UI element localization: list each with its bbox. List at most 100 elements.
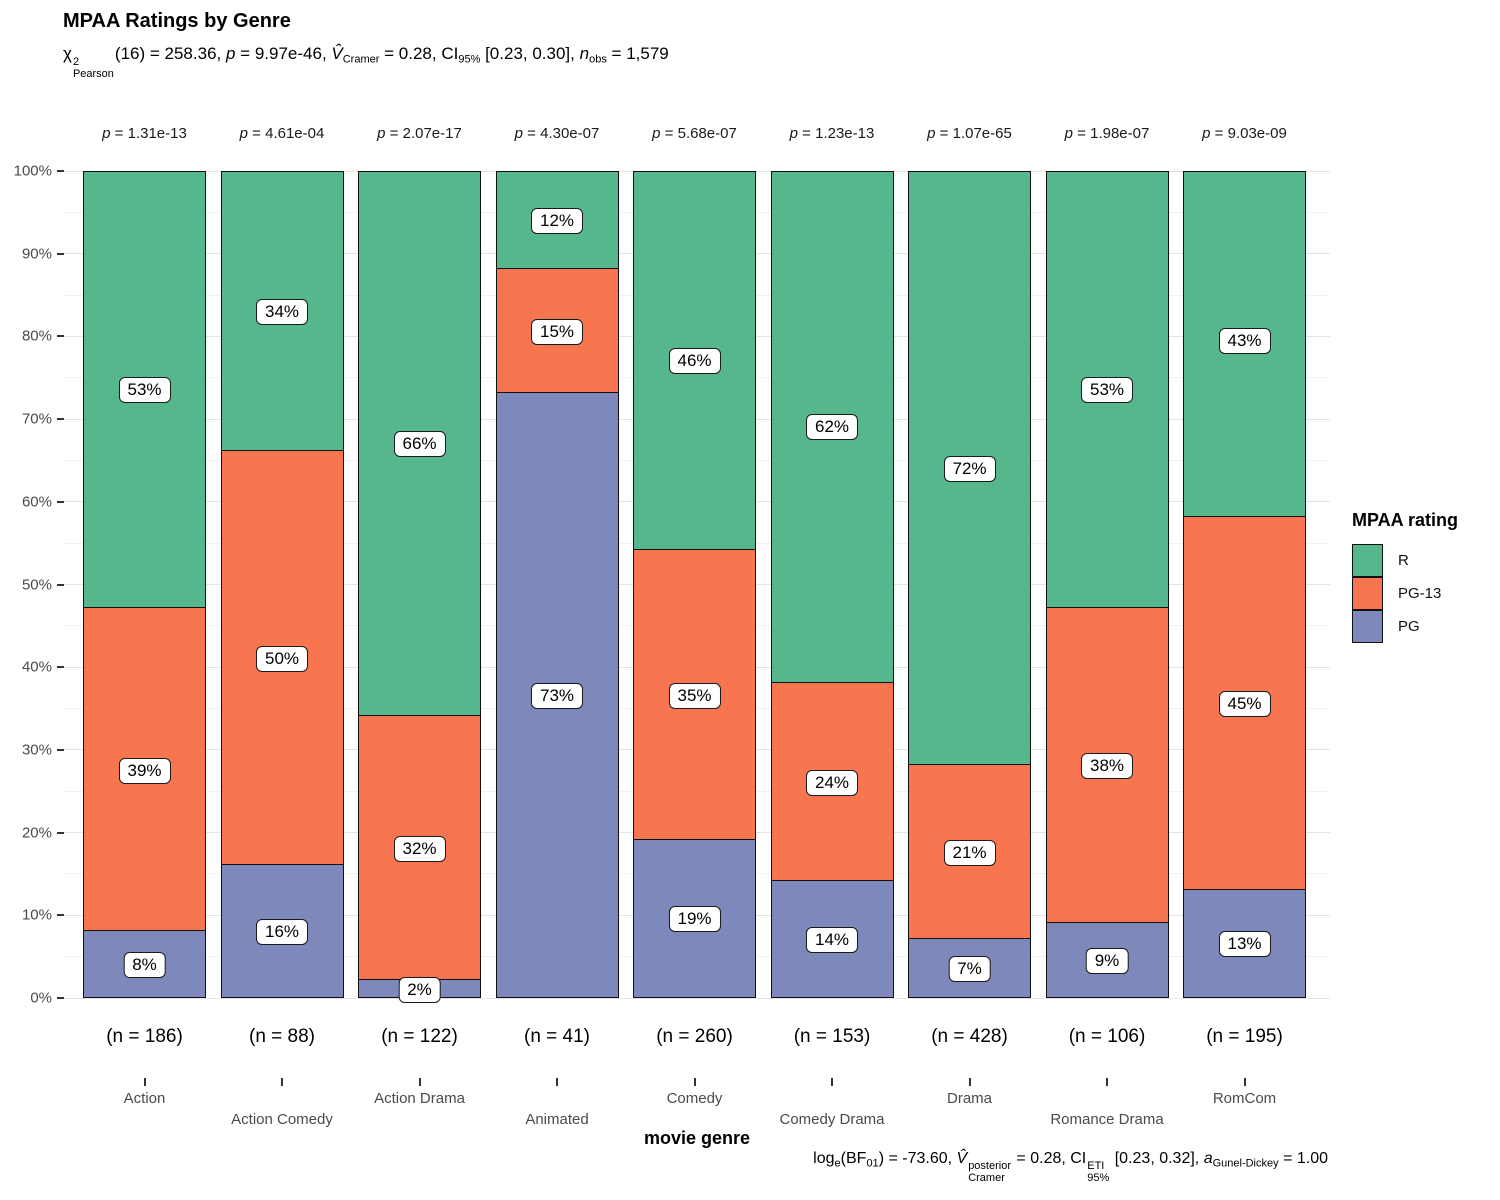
- bar-drama: [908, 171, 1031, 998]
- y-tick-mark: [57, 252, 64, 255]
- segment-label: 38%: [1080, 753, 1134, 780]
- x-tick-label: Animated: [525, 1111, 589, 1128]
- x-tick-mark: [1106, 1078, 1108, 1086]
- p-value-label: p = 1.31e-13: [102, 125, 187, 142]
- x-axis-title: movie genre: [643, 1128, 751, 1148]
- y-tick-mark: [57, 335, 64, 338]
- sample-size-label: (n = 260): [656, 1026, 733, 1047]
- segment-label: 9%: [1085, 947, 1129, 974]
- segment-label: 12%: [530, 207, 584, 234]
- p-value-label: p = 5.68e-07: [652, 125, 737, 142]
- sample-size-label: (n = 88): [248, 1026, 316, 1047]
- x-tick-label: Action Drama: [374, 1090, 465, 1107]
- y-tick-label: 50%: [21, 576, 52, 593]
- y-tick-mark: [57, 170, 64, 172]
- x-tick-label: Drama: [946, 1090, 993, 1107]
- y-tick-label: 0%: [30, 989, 52, 1007]
- y-tick-label: 80%: [21, 327, 52, 345]
- bar-action-comedy: [220, 171, 344, 998]
- p-value-label: p = 1.23e-13: [789, 125, 875, 142]
- y-tick-mark: [57, 997, 64, 999]
- legend-label: R: [1398, 552, 1409, 569]
- bar-romance-drama: [1045, 171, 1169, 998]
- segment-label: 19%: [668, 906, 721, 933]
- sample-size-label: (n = 41): [523, 1026, 591, 1047]
- bar-action-drama: [358, 171, 481, 998]
- legend-items: R PG-13 PG: [1352, 544, 1458, 643]
- x-tick-mark: [968, 1078, 971, 1086]
- legend-item-pg: PG: [1352, 610, 1458, 643]
- sample-size-label: (n = 186): [106, 1026, 183, 1047]
- sample-size-label: (n = 106): [1068, 1026, 1146, 1047]
- legend-swatch: [1352, 544, 1383, 577]
- y-tick-mark: [57, 583, 64, 586]
- segment-label: 45%: [1218, 691, 1271, 718]
- legend-swatch: [1352, 577, 1383, 610]
- sample-size-label: (n = 195): [1206, 1026, 1283, 1047]
- segment-label: 43%: [1218, 327, 1271, 354]
- legend-title: MPAA rating: [1352, 510, 1458, 530]
- x-tick-label: Action Comedy: [231, 1111, 333, 1128]
- segment-label: 2%: [398, 976, 441, 1003]
- y-tick-label: 20%: [21, 824, 52, 842]
- segment-label: 13%: [1218, 931, 1271, 958]
- segment-label: 16%: [255, 918, 309, 945]
- legend-label: PG: [1398, 618, 1420, 635]
- segment-label: 7%: [948, 956, 991, 983]
- segment-label: 8%: [123, 951, 166, 978]
- y-tick-label: 40%: [21, 658, 52, 676]
- segment-label: 53%: [1080, 377, 1134, 404]
- bar-romcom: [1183, 171, 1306, 998]
- p-value-label: p = 4.61e-04: [239, 125, 325, 142]
- segment-label: 15%: [530, 319, 584, 346]
- legend-item-r: R: [1352, 544, 1458, 577]
- y-tick-mark: [57, 500, 64, 503]
- x-tick-mark: [418, 1078, 421, 1086]
- legend: MPAA rating R PG-13 PG: [1352, 510, 1458, 643]
- y-tick-label: 10%: [21, 906, 52, 924]
- sample-size-label: (n = 428): [931, 1026, 1008, 1047]
- x-tick-label: RomCom: [1212, 1090, 1277, 1107]
- segment-label: 34%: [255, 298, 309, 325]
- x-tick-mark: [143, 1078, 146, 1086]
- y-tick-label: 70%: [21, 410, 52, 428]
- segment-label: 62%: [805, 414, 859, 441]
- y-tick-mark: [57, 831, 64, 834]
- segment-label: 21%: [943, 840, 996, 867]
- y-tick-mark: [57, 914, 64, 917]
- x-tick-mark: [1243, 1078, 1246, 1086]
- y-tick-label: 90%: [21, 245, 52, 263]
- chart-caption: loge(BF01) = -73.60, V̂ posterior Cramer =…: [813, 1150, 1328, 1184]
- x-tick-label: Action: [123, 1090, 166, 1107]
- p-value-label: p = 1.07e-65: [927, 125, 1012, 142]
- segment-label: 50%: [255, 645, 309, 672]
- bar-action: [83, 171, 206, 998]
- segment-label: 66%: [393, 430, 446, 457]
- x-tick-label: Romance Drama: [1050, 1111, 1164, 1128]
- bar-animated: [495, 171, 619, 998]
- x-tick-label: Comedy Drama: [779, 1111, 885, 1128]
- p-value-label: p = 4.30e-07: [514, 125, 600, 142]
- segment-label: 73%: [530, 683, 584, 710]
- segment-label: 72%: [943, 455, 996, 482]
- y-tick-label: 100%: [13, 162, 52, 180]
- legend-item-pg-13: PG-13: [1352, 577, 1458, 610]
- segment-label: 39%: [118, 757, 171, 784]
- bar-comedy: [633, 171, 756, 998]
- y-tick-mark: [57, 418, 64, 421]
- chart-title: MPAA Ratings by Genre: [63, 10, 291, 32]
- segment-label: 53%: [118, 377, 171, 404]
- p-value-label: p = 9.03e-09: [1202, 125, 1287, 142]
- x-tick-mark: [556, 1078, 558, 1086]
- legend-swatch: [1352, 610, 1383, 643]
- y-tick-mark: [57, 748, 64, 751]
- bar-comedy-drama: [770, 171, 894, 998]
- x-tick-label: Comedy: [666, 1090, 723, 1107]
- segment-label: 46%: [668, 348, 721, 375]
- y-tick-label: 30%: [21, 741, 52, 759]
- x-tick-mark: [281, 1078, 283, 1086]
- segment-label: 24%: [805, 769, 859, 796]
- segment-label: 14%: [805, 927, 859, 954]
- sample-size-label: (n = 153): [793, 1026, 871, 1047]
- bar-segment-pg-13: [634, 548, 755, 840]
